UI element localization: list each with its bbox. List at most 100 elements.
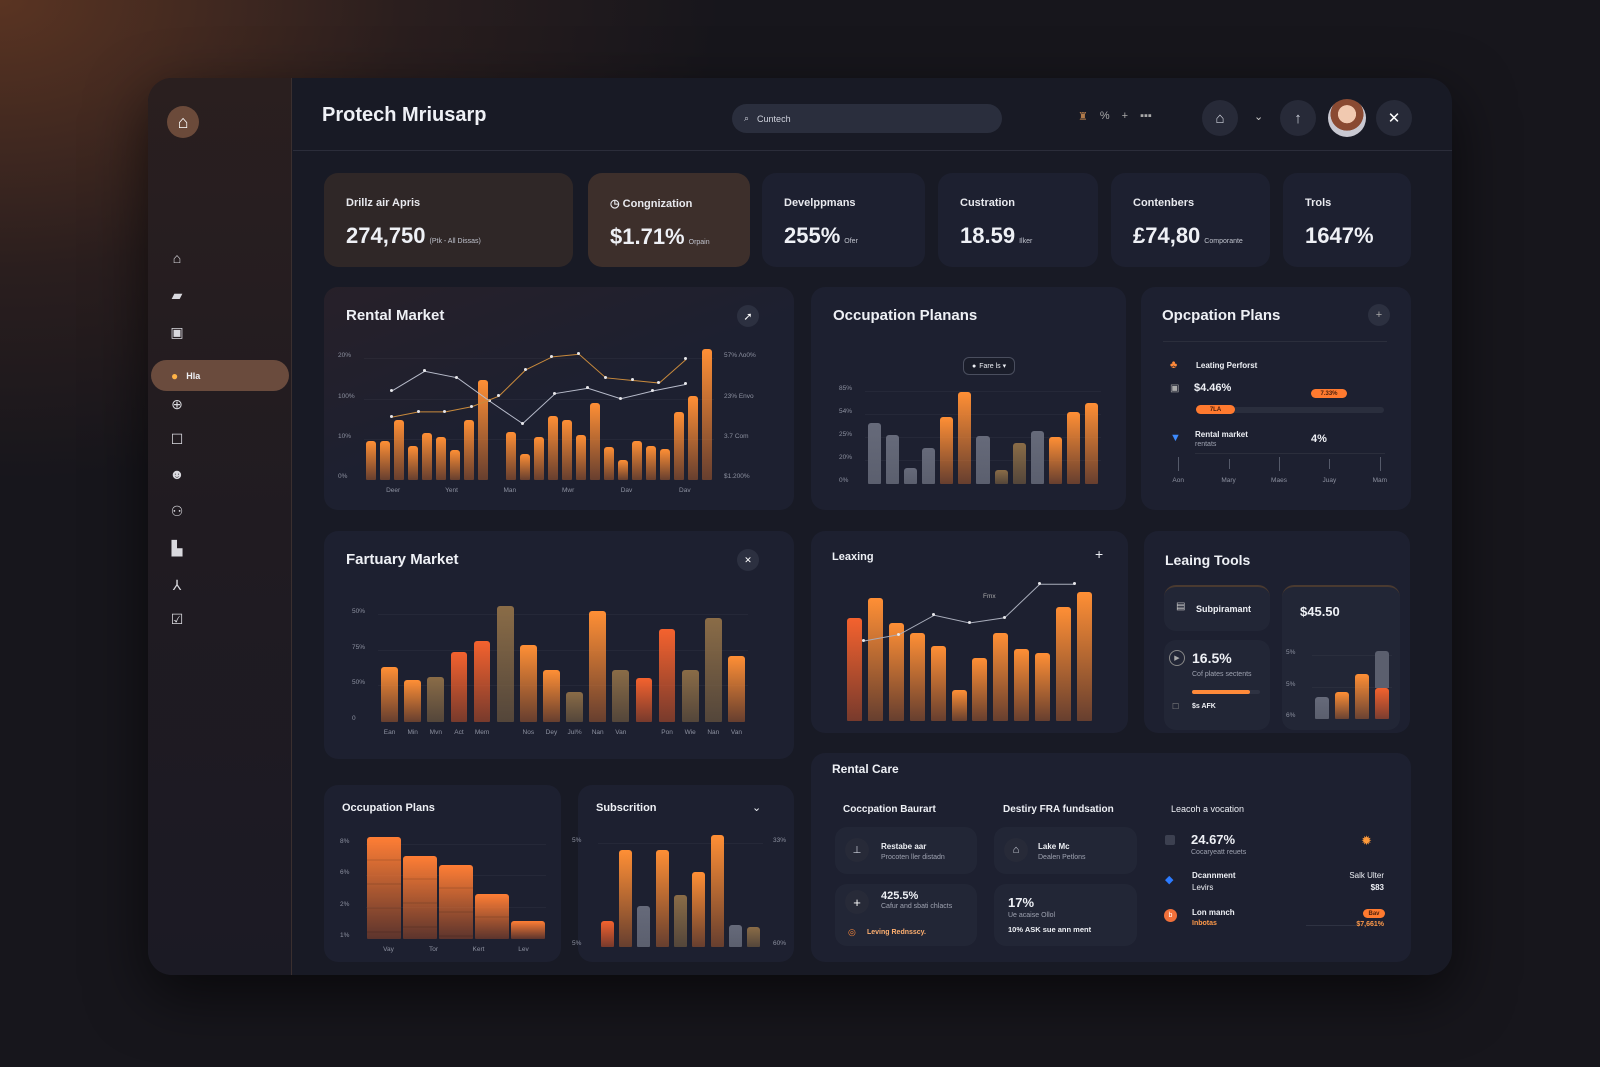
item-link[interactable]: Leving Rednsscy. [867, 929, 927, 936]
sidebar-item-active[interactable]: ● Hla [151, 360, 289, 391]
item-sub: Inbotas [1192, 920, 1217, 927]
y-tick-label: 6% [1286, 712, 1296, 719]
item-title: Lake Mc [1038, 842, 1070, 851]
dashes-icon[interactable]: ▪▪▪ [1140, 110, 1152, 122]
chart-bar-stack [1374, 651, 1390, 689]
progress-track [1192, 690, 1260, 694]
line-point [496, 394, 500, 398]
upload-button[interactable]: ↑ [1280, 100, 1316, 136]
chevron-down-icon[interactable]: ⌄ [752, 802, 762, 814]
triangle-icon: ▼ [1170, 432, 1181, 444]
kpi-card[interactable]: Drillz air Apris 274,750 (Ptk - All Dissas… [324, 173, 573, 267]
plus-icon[interactable]: + [1095, 546, 1104, 562]
y-tick-label-right: 57% Λo0% [724, 352, 756, 360]
chevron-down-icon[interactable]: ⌄ [1254, 111, 1264, 123]
x-tick-label: Deer [386, 487, 401, 494]
chart-bar [976, 435, 990, 484]
kpi-card[interactable]: ◷ Congnization $1.71% Orpain [588, 173, 750, 267]
kpi-card[interactable]: Contenbers £74,80 Comporante [1111, 173, 1270, 267]
line-point [684, 382, 687, 386]
logo-home-icon[interactable]: ⌂ [167, 106, 199, 138]
x-tick-label: Nan [591, 729, 604, 736]
line-point [488, 399, 491, 403]
line-path [392, 371, 686, 423]
list-item[interactable]: + 425.5% Cafur and sbati chlacts ◎ Levin… [835, 884, 977, 946]
badge-icon[interactable]: ☑ [170, 610, 184, 627]
x-tick-label: Dav [620, 487, 633, 494]
building-icon[interactable]: ▙ [171, 539, 183, 556]
line-series [364, 349, 714, 480]
chart-bar [747, 926, 761, 947]
kpi-card[interactable]: Trols 1647% [1283, 173, 1411, 267]
line-point [416, 409, 420, 413]
add-button[interactable]: + [1368, 304, 1390, 326]
chart-bar [1334, 692, 1350, 719]
y-tick-label: 85% [839, 385, 853, 392]
x-tick-label: Kert [472, 946, 485, 953]
line-point [932, 613, 936, 617]
line-point [651, 388, 655, 392]
face-icon[interactable]: ☻ [169, 466, 185, 482]
chart-bar [958, 392, 972, 484]
play-icon[interactable]: ▶ [1169, 650, 1185, 666]
chart-bar [655, 849, 669, 947]
opcpation-plans-card: Opcpation Plans + ♣ Leating Perforst ▣ $… [1141, 287, 1411, 510]
kpi-card[interactable]: Develppmans 255% Ofer [762, 173, 925, 267]
item-sub: Dealen Petlons [1038, 854, 1086, 861]
chart-bar [367, 837, 401, 939]
gridline [366, 844, 546, 846]
chart-bar [543, 669, 560, 722]
kpi-card[interactable]: Custration 18.59 Ilker [938, 173, 1098, 267]
person-icon[interactable]: ⅄ [172, 576, 182, 593]
chart-bar [659, 448, 671, 480]
users-icon[interactable]: ⚇ [170, 502, 184, 519]
x-tick-label: Jul% [567, 729, 582, 736]
y-tick-label: 20% [338, 352, 352, 360]
list-item[interactable]: 17% Ue acaise Ollol 10% ASK sue ann ment [994, 884, 1137, 946]
x-tick-label: Tor [428, 946, 439, 953]
chart-bar [1035, 652, 1051, 721]
rocket-button[interactable]: ➚ [737, 305, 759, 327]
x-tick-label: Nos [522, 729, 535, 736]
chart-bar [463, 419, 475, 480]
kpi-value: 255% [784, 223, 841, 248]
gamepad-icon[interactable]: ⊕ [171, 395, 183, 412]
home-button[interactable]: ⌂ [1202, 100, 1238, 136]
chart-bar [658, 629, 676, 722]
list-item[interactable]: ⌂ Lake Mc Dealen Petlons [994, 827, 1137, 874]
folder-icon[interactable]: ▰ [171, 286, 183, 303]
card-icon: ▣ [1170, 383, 1180, 394]
list-item[interactable]: ⊥ Restabe aar Procoten ller distadn [835, 827, 977, 874]
avatar[interactable] [1328, 99, 1366, 137]
subpiramant-item[interactable]: ▤ Subpiramant [1164, 585, 1270, 631]
line-point [422, 369, 426, 373]
chart-bar [710, 835, 724, 947]
card-title: Subscrition [596, 802, 657, 814]
close-button[interactable]: ✕ [1376, 100, 1412, 136]
card-title: Fartuary Market [346, 551, 459, 568]
filter-dropdown[interactable]: ● Fare ls ▾ [963, 357, 1016, 375]
inbox-icon[interactable]: ▣ [170, 323, 184, 340]
plus-icon[interactable]: + [1121, 110, 1129, 122]
chart-bar [1012, 442, 1026, 484]
item-sub: Levirs [1192, 883, 1214, 892]
close-button[interactable]: ✕ [737, 549, 759, 571]
search-input[interactable]: ⌕ Cuntech [732, 104, 1002, 133]
joystick-icon: ⊥ [845, 838, 869, 862]
badge: 7.33% [1311, 389, 1347, 398]
x-tick-label: Ean [383, 729, 396, 736]
plus-icon[interactable]: + [845, 890, 869, 914]
y-tick-label: 2% [340, 900, 350, 908]
y-tick-label: 6% [340, 869, 350, 877]
pin-icon[interactable]: ♜ [1078, 111, 1088, 123]
line-path [392, 354, 686, 417]
item-value: $4.46% [1194, 382, 1232, 394]
calendar-icon[interactable]: ☐ [170, 430, 184, 447]
timeline-tick [1228, 459, 1230, 469]
gridline [1312, 686, 1392, 688]
chart-bar [589, 402, 601, 480]
percent-icon[interactable]: % [1099, 110, 1110, 122]
x-tick-label: Man [503, 487, 517, 494]
point-label: Fmx [983, 593, 996, 600]
home-icon[interactable]: ⌂ [172, 250, 182, 266]
